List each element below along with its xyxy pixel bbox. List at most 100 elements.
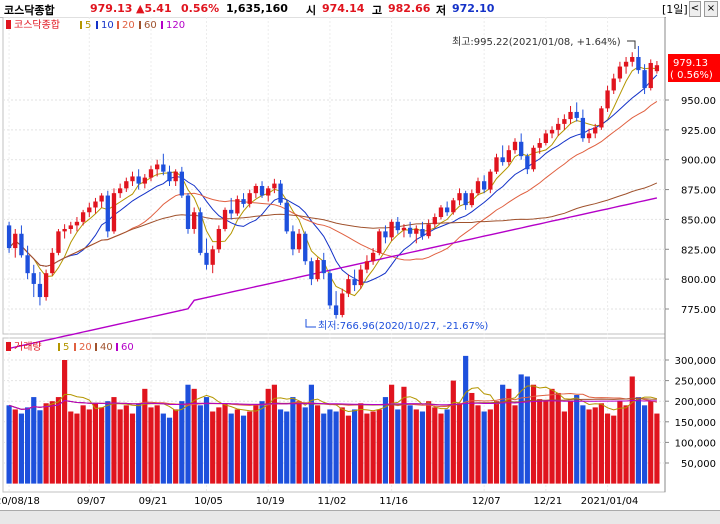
prev-button[interactable]: < [689,1,701,17]
volume-bar [450,380,456,484]
volume-bar [345,415,352,484]
scrollbar[interactable] [0,510,720,524]
volume-bar [25,407,31,484]
candle-body [352,279,357,286]
candle-body [266,188,271,196]
volume-bar [549,388,555,484]
candle-body [185,195,191,229]
candle-body [56,231,61,253]
volume-value: 1,635,160 [226,2,288,15]
price-tag: 979.13 ( 0.56%) [668,54,720,82]
price-change-pct: 0.56% [181,2,220,15]
period-button[interactable]: [1일] [662,3,688,16]
volume-bar [290,397,296,484]
volume-bar [407,405,413,484]
quote-header: 코스닥종합 979.13 ▲5.41 0.56% 1,635,160 시 974… [0,0,720,18]
volume-bar [271,384,277,484]
volume-bar [506,388,512,484]
candle-body [531,147,536,170]
volume-bar [136,403,142,484]
low-annotation-text: 최저:766.96(2020/10/27, -21.67%) [318,320,488,332]
candle-body [179,171,184,196]
volume-bar [37,410,43,484]
candle-body [438,207,444,218]
volume-bar [555,392,561,484]
x-tick-label: 10/19 [256,496,285,507]
candle-body [87,207,92,213]
volume-bar [333,411,339,484]
candle-body [364,261,370,270]
volume-bar [500,384,506,484]
volume-bar [352,409,358,484]
volume-bar [629,376,635,484]
volume-bar [543,401,549,484]
candle-body [444,207,450,213]
candle-body [377,231,382,253]
candle-body [296,233,302,250]
volume-bar [148,407,154,484]
candle-body [80,212,86,222]
candle-body [321,260,326,274]
candle-body [512,141,518,151]
volume-bar [518,374,524,484]
candle-body [167,171,172,182]
candle-body [93,201,98,208]
candle-body [210,249,215,265]
y-tick-label: 150,000 [675,418,716,429]
candle-body [494,157,499,172]
x-tick-label: 11/16 [379,496,408,507]
candle-body [247,193,252,204]
candle-body [198,212,203,253]
legend-swatch-ma5 [80,21,82,29]
candle-body [506,150,511,163]
candle-body [549,129,555,134]
volume-bar [512,405,518,484]
volume-bar [395,409,401,484]
y-tick-label: 300,000 [675,356,716,367]
volume-bar [419,411,426,484]
volume-bar [142,388,148,484]
volume-bar [314,405,321,484]
candle-body [161,164,166,172]
volume-bar [561,411,567,484]
x-tick-label: 2020/08/18 [0,496,40,507]
low-annotation-arrow [305,319,316,328]
candle-body [383,231,388,238]
candle-body [74,221,80,226]
volume-bar [389,384,395,484]
legend-volume-name: 거래량 [14,341,42,353]
candle-body [25,255,30,274]
volume-bar [574,395,580,484]
candle-body [117,188,123,194]
legend-vma20: 20 [79,342,92,353]
candle-body [278,183,283,203]
candle-body [562,119,567,124]
y-tick-label: 850.00 [681,215,716,226]
y-tick-label: 925.00 [681,126,716,137]
legend-vma60: 60 [121,342,134,353]
legend-ma10: 10 [101,20,114,31]
candle-body [389,221,394,238]
axis-area [666,17,720,492]
index-name: 코스닥종합 [4,4,55,17]
volume-bar [321,413,327,484]
volume-bar [68,411,74,484]
volume-bar [432,407,438,484]
chart-canvas: 950.00 925.00 900.00 875.00 850.00 825.00 800.… [0,17,720,507]
volume-bar [456,403,463,484]
candle-body [482,181,487,190]
volume-bar [43,403,49,484]
volume-bar [641,405,648,484]
candle-body [519,141,524,157]
y-tick-label: 900.00 [681,156,716,167]
close-button[interactable]: × [704,1,718,17]
price-change: ▲5.41 [136,2,172,15]
candle-body [333,305,339,315]
low-label: 저 [436,4,447,17]
volume-bar [62,360,68,484]
candle-body [370,252,376,262]
candle-body [457,193,462,201]
high-value: 982.66 [388,2,431,15]
legend-ma20: 20 [122,20,135,31]
moving-average-lines [8,66,658,350]
